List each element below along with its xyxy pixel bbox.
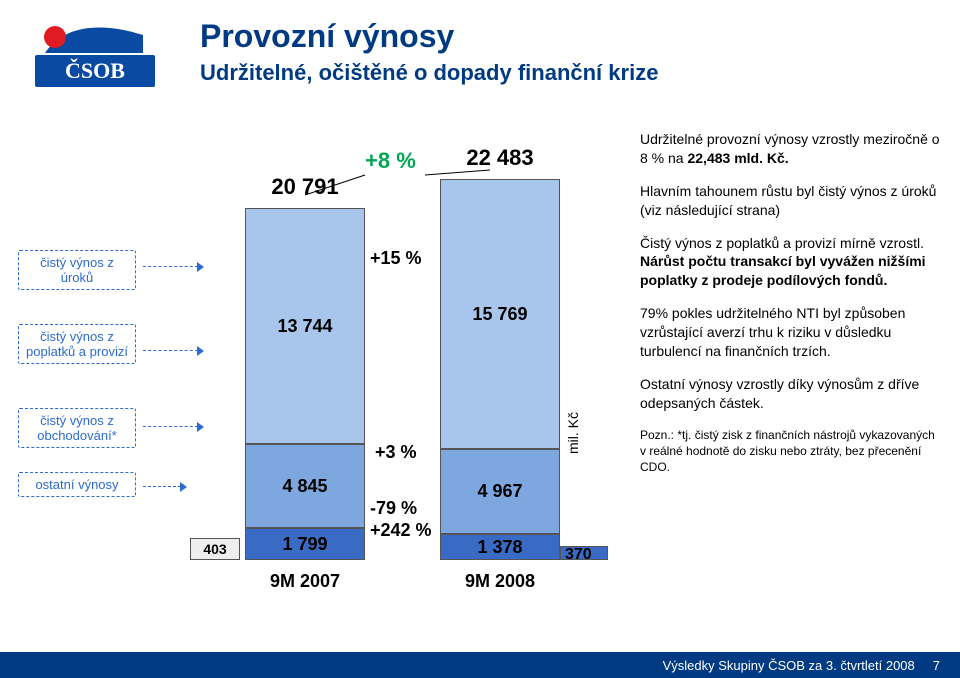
bar-segment: 4 967 [440, 449, 560, 534]
change-annotation: +3 % [375, 442, 417, 463]
legend-item: čistý výnos z úroků [18, 250, 136, 290]
change-annotation: -79 % [370, 498, 417, 519]
total-2008: 22 483 [440, 145, 560, 171]
commentary-paragraph: 79% pokles udržitelného NTI byl způsoben… [640, 304, 940, 361]
total-2007: 20 791 [245, 174, 365, 200]
unit-label: mil. Kč [565, 412, 581, 454]
bar-segment: 4 845 [245, 444, 365, 528]
svg-text:ČSOB: ČSOB [65, 58, 125, 83]
bar-2007: 13 7444 8451 799 [245, 208, 365, 560]
xaxis-2007: 9M 2007 [235, 571, 375, 592]
xaxis-2008: 9M 2008 [430, 571, 570, 592]
page-title: Provozní výnosy [200, 18, 454, 55]
footer-bar: Výsledky Skupiny ČSOB za 3. čtvrtletí 20… [0, 652, 960, 678]
commentary-paragraph: Čistý výnos z poplatků a provizí mírně v… [640, 234, 940, 291]
nti-2008-label: 370 [565, 546, 613, 564]
footer-text: Výsledky Skupiny ČSOB za 3. čtvrtletí 20… [663, 658, 915, 673]
bar-2008: 15 7694 9671 378 [440, 179, 560, 560]
bar-segment: 13 744 [245, 208, 365, 444]
bar-segment: 1 799 [245, 528, 365, 560]
commentary: Udržitelné provozní výnosy vzrostly mezi… [640, 130, 940, 489]
ostatni-2007-segment: 403 [190, 538, 240, 560]
page-subtitle: Udržitelné, očištěné o dopady finanční k… [200, 60, 658, 86]
change-annotation: +8 % [365, 148, 416, 174]
change-annotation: +15 % [370, 248, 422, 269]
bar-segment: 15 769 [440, 179, 560, 449]
commentary-paragraph: Ostatní výnosy vzrostly díky výnosům z d… [640, 375, 940, 413]
bar-segment: 1 378 [440, 534, 560, 560]
footnote: Pozn.: *tj. čistý zisk z finančních nást… [640, 427, 940, 476]
change-annotation: +242 % [370, 520, 432, 541]
legend-item: čistý výnos z obchodování* [18, 408, 136, 448]
legend-item: čistý výnos z poplatků a provizí [18, 324, 136, 364]
legend-item: ostatní výnosy [18, 472, 136, 497]
revenue-chart: 20 791 22 483 13 7444 8451 799 15 7694 9… [170, 120, 620, 620]
commentary-paragraph: Hlavním tahounem růstu byl čistý výnos z… [640, 182, 940, 220]
commentary-paragraph: Udržitelné provozní výnosy vzrostly mezi… [640, 130, 940, 168]
footer-page: 7 [933, 658, 940, 673]
csob-logo: ČSOB [35, 15, 155, 95]
